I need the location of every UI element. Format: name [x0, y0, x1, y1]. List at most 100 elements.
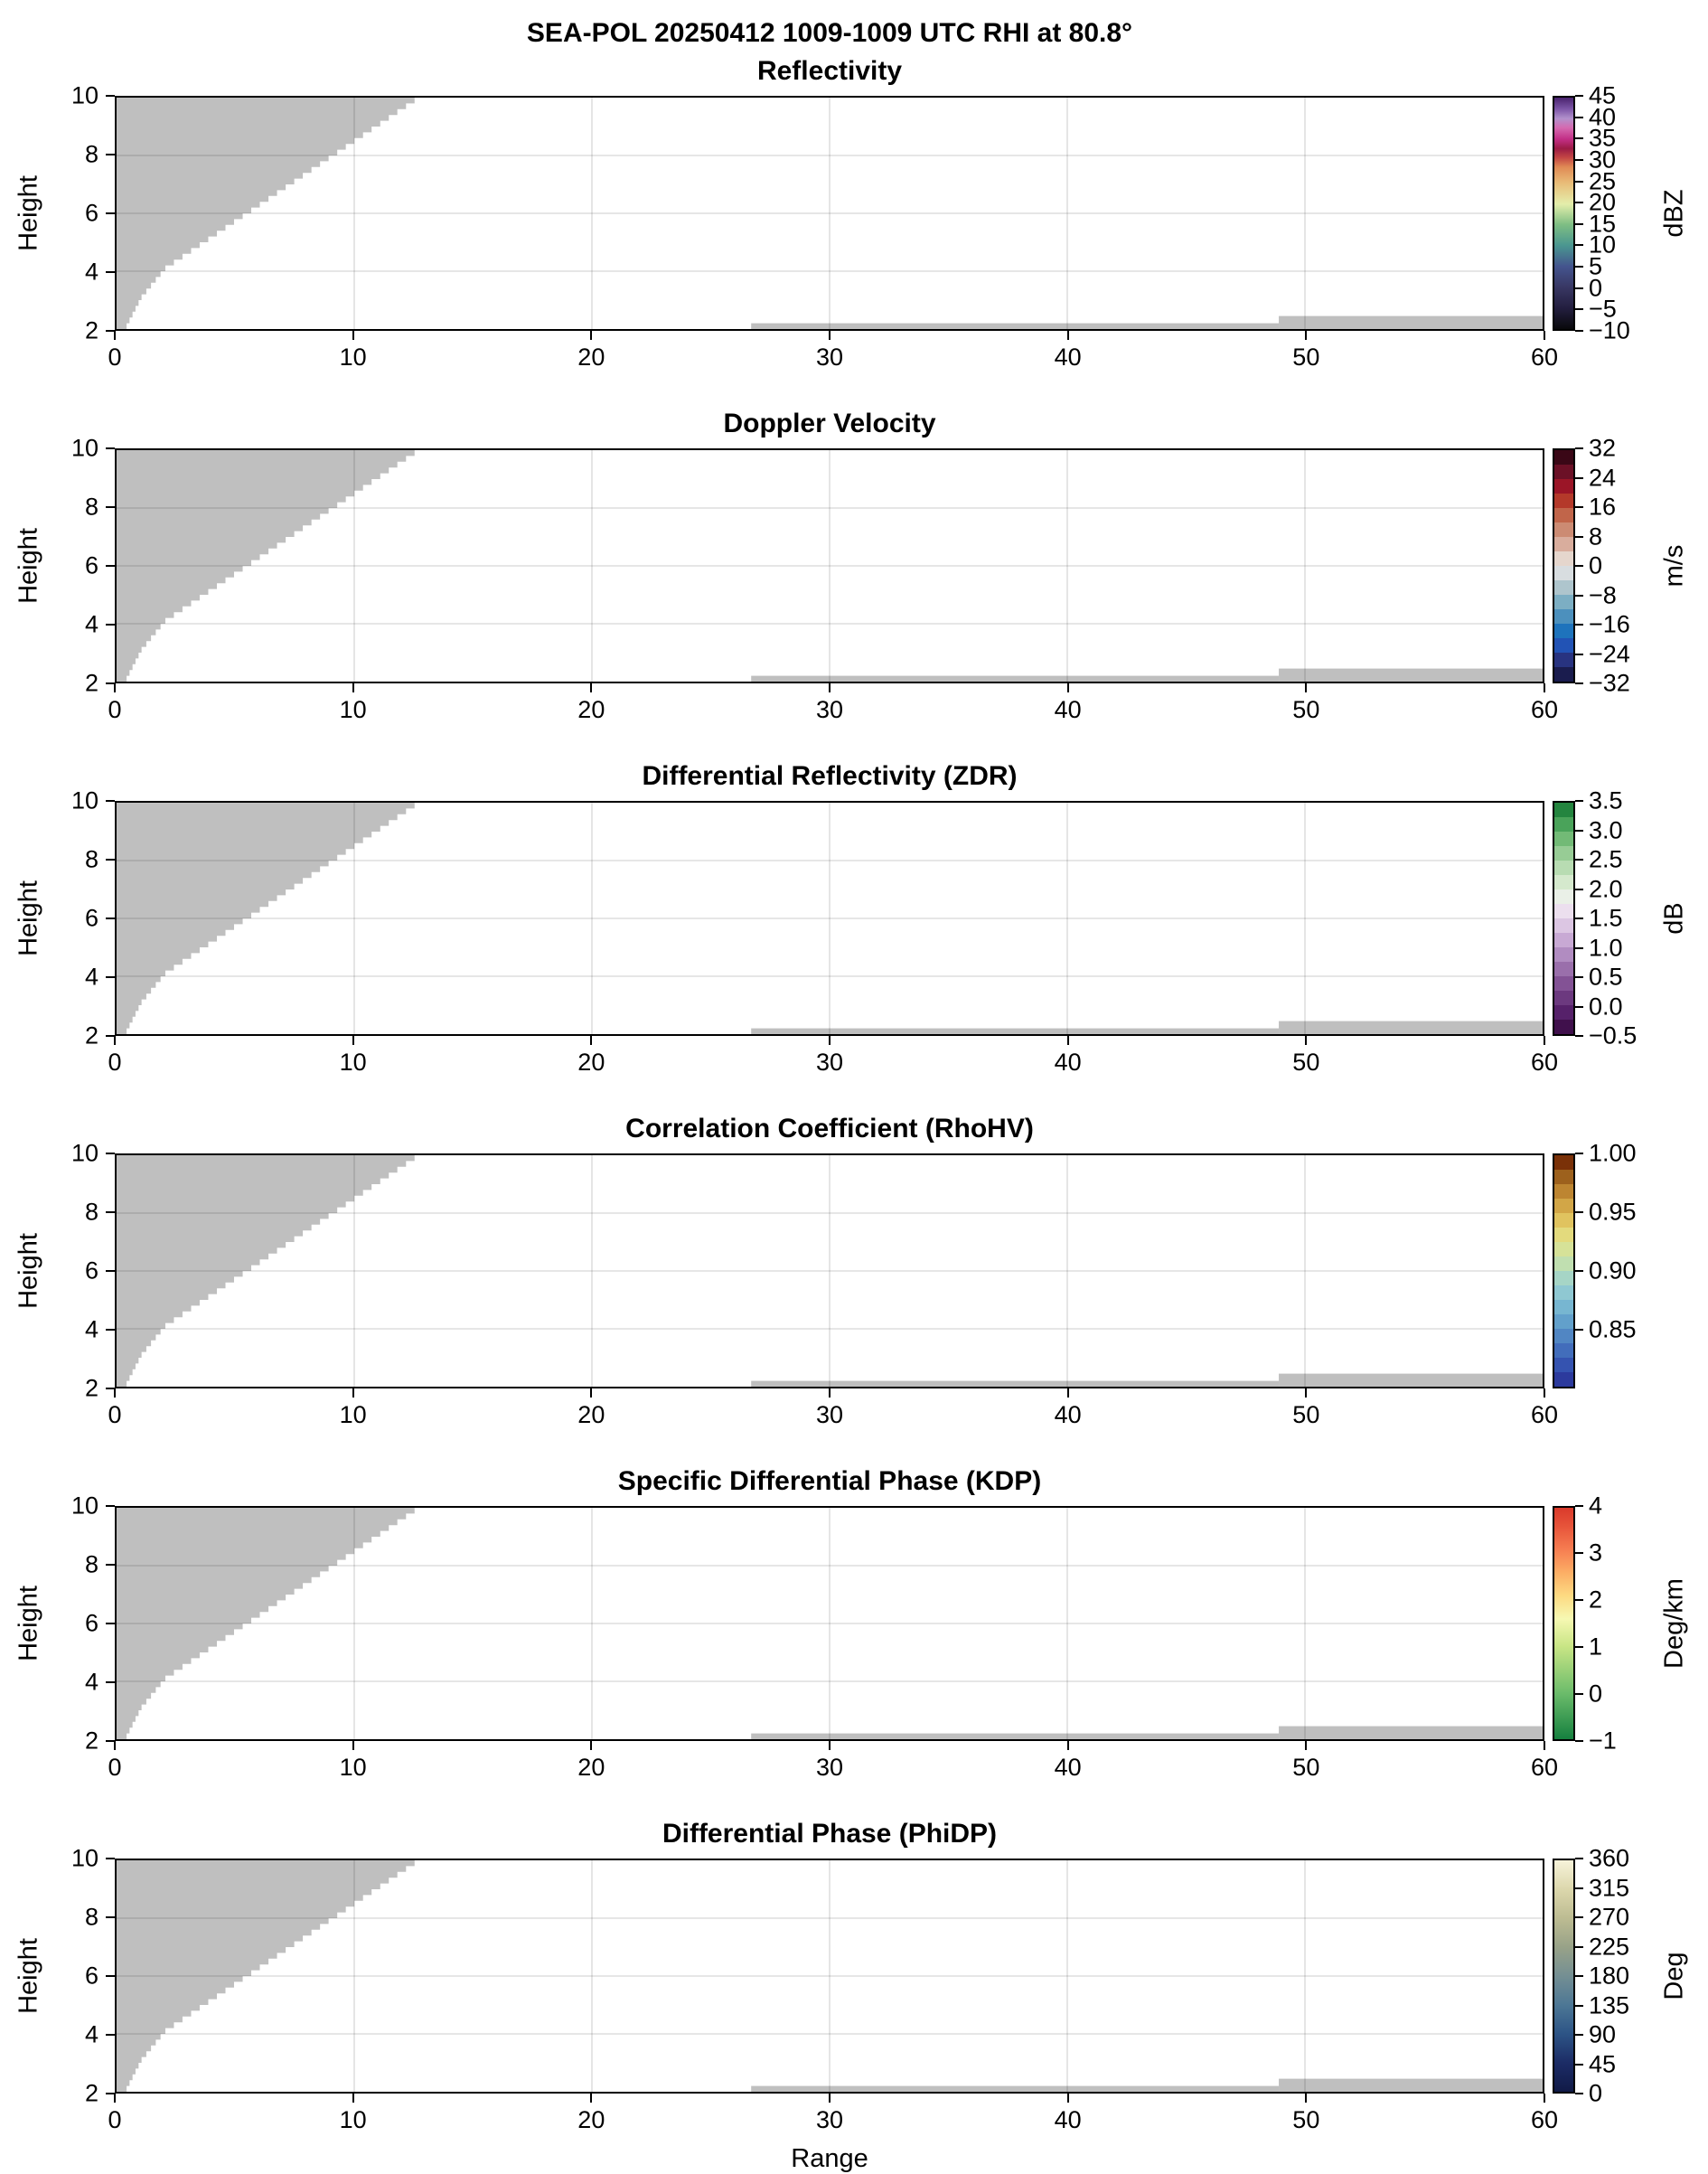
x-tick-mark	[1305, 1036, 1308, 1045]
x-tick-mark	[1066, 683, 1069, 692]
colorbar-unit-label: m/s	[1659, 544, 1689, 588]
y-tick-label: 10	[70, 1139, 99, 1167]
x-tick-mark	[114, 683, 116, 692]
colorbar-tick-label: 10	[1589, 231, 1617, 259]
plot-svg	[117, 450, 1543, 682]
y-tick-label: 8	[84, 845, 99, 873]
colorbar-tick-label: 0.95	[1589, 1198, 1637, 1226]
colorbar-unit-label: Deg/km	[1659, 1578, 1689, 1669]
colorbar-tick-mark	[1575, 95, 1583, 97]
x-tick-mark	[590, 1036, 593, 1045]
x-tick-mark	[590, 2094, 593, 2103]
plot-svg	[117, 98, 1543, 329]
y-tick-mark	[106, 1505, 115, 1507]
x-tick-mark	[1305, 2094, 1308, 2103]
no-data-strip-mask	[751, 2085, 1280, 2092]
colorbar-tick-mark	[1575, 447, 1583, 449]
colorbar-tick-mark	[1575, 1858, 1583, 1859]
y-tick-label: 8	[84, 1198, 99, 1226]
colorbar-tick-mark	[1575, 1599, 1583, 1601]
y-tick-label: 2	[84, 1021, 99, 1049]
colorbar-tick-mark	[1575, 859, 1583, 861]
x-tick-mark	[1544, 2094, 1545, 2103]
x-tick-mark	[590, 683, 593, 692]
colorbar-tick-label: 45	[1589, 2050, 1617, 2077]
no-data-strip-mask	[1279, 2078, 1543, 2092]
x-tick-label: 10	[339, 1049, 367, 1076]
y-tick-mark	[106, 95, 115, 97]
y-tick-mark	[106, 1975, 115, 1977]
y-tick-mark	[106, 1211, 115, 1213]
x-tick-mark	[114, 331, 116, 340]
colorbar-tick-label: 4	[1589, 1492, 1603, 1520]
x-tick-label: 40	[1054, 1401, 1082, 1428]
colorbar-tick-mark	[1575, 1945, 1583, 1948]
y-tick-label: 8	[84, 140, 99, 168]
colorbar	[1553, 1506, 1575, 1741]
x-tick-mark	[352, 2094, 354, 2103]
y-tick-label: 10	[70, 786, 99, 814]
colorbar-tick-mark	[1575, 476, 1583, 479]
y-tick-label: 4	[84, 1315, 99, 1343]
plot-svg	[117, 1860, 1543, 2092]
x-tick-label: 50	[1292, 696, 1320, 723]
colorbar-tick-label: −5	[1589, 295, 1617, 323]
x-tick-mark	[829, 1388, 831, 1398]
colorbar-tick-mark	[1575, 535, 1583, 538]
colorbar-tick-label: 360	[1589, 1844, 1630, 1872]
panel-title: Differential Phase (PhiDP)	[662, 1819, 998, 1849]
y-tick-mark	[106, 565, 115, 567]
colorbar-tick-mark	[1575, 308, 1583, 311]
y-tick-label: 6	[84, 1962, 99, 1990]
colorbar-tick-label: 3.5	[1589, 786, 1623, 814]
y-tick-mark	[106, 212, 115, 214]
y-tick-label: 8	[84, 493, 99, 521]
no-data-strip-mask	[1279, 668, 1543, 682]
plot-area	[115, 1506, 1544, 1741]
colorbar-tick-mark	[1575, 829, 1583, 832]
x-tick-mark	[1066, 1388, 1069, 1398]
colorbar	[1553, 448, 1575, 683]
y-tick-mark	[106, 1916, 115, 1918]
y-tick-label: 4	[84, 258, 99, 286]
colorbar-tick-label: 1	[1589, 1633, 1603, 1661]
colorbar-tick-label: −10	[1589, 316, 1630, 344]
x-tick-mark	[590, 1741, 593, 1750]
x-tick-label: 10	[339, 696, 367, 723]
no-data-strip-mask	[1279, 1726, 1543, 1739]
colorbar-tick-mark	[1575, 158, 1583, 161]
colorbar-tick-mark	[1575, 137, 1583, 140]
colorbar-tick-label: 16	[1589, 493, 1617, 521]
colorbar-tick-label: 20	[1589, 188, 1617, 216]
colorbar-tick-label: 0	[1589, 2079, 1603, 2107]
x-tick-mark	[1544, 1741, 1545, 1750]
colorbar-tick-label: 135	[1589, 1991, 1630, 2019]
plot-area	[115, 801, 1544, 1036]
y-tick-label: 10	[70, 1492, 99, 1520]
x-tick-label: 0	[108, 1401, 122, 1428]
x-tick-mark	[1066, 1741, 1069, 1750]
x-tick-label: 10	[339, 1401, 367, 1428]
figure-suptitle: SEA-POL 20250412 1009-1009 UTC RHI at 80…	[526, 18, 1133, 48]
x-tick-mark	[352, 331, 354, 340]
colorbar-unit-label: dBZ	[1659, 189, 1689, 238]
x-tick-label: 60	[1530, 1401, 1559, 1428]
x-axis-label: Range	[791, 2144, 868, 2173]
x-tick-label: 0	[108, 1049, 122, 1076]
colorbar-tick-label: 45	[1589, 81, 1617, 109]
y-tick-label: 6	[84, 551, 99, 579]
colorbar-tick-label: 270	[1589, 1903, 1630, 1931]
y-axis-label: Height	[14, 175, 43, 251]
no-data-strip-mask	[1279, 1373, 1543, 1387]
colorbar	[1553, 96, 1575, 331]
colorbar-tick-label: 0.5	[1589, 963, 1623, 991]
colorbar-tick-mark	[1575, 888, 1583, 890]
colorbar-tick-mark	[1575, 1035, 1583, 1037]
y-tick-mark	[106, 1858, 115, 1859]
colorbar-tick-label: 0	[1589, 274, 1603, 302]
y-tick-mark	[106, 1740, 115, 1742]
colorbar-tick-label: 2.5	[1589, 845, 1623, 873]
no-data-strip-mask	[751, 1733, 1280, 1739]
x-tick-label: 40	[1054, 696, 1082, 723]
y-tick-mark	[106, 976, 115, 978]
